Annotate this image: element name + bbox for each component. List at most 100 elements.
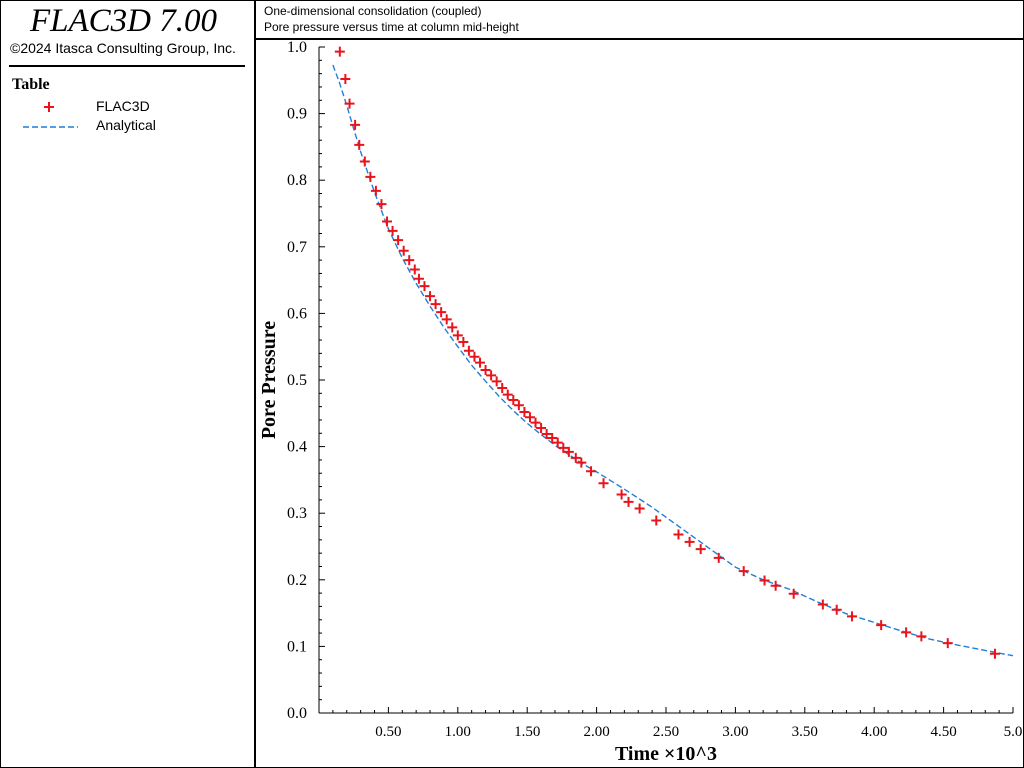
flac3d-data-point <box>831 604 842 615</box>
y-tick-label: 0.9 <box>287 106 307 123</box>
app-title: FLAC3D 7.00 <box>30 3 218 39</box>
y-tick-label: 0.2 <box>287 572 307 589</box>
flac3d-data-point <box>350 119 361 130</box>
flac3d-data-point <box>359 156 370 167</box>
y-tick-label: 0.4 <box>287 439 307 456</box>
flac3d-data-point <box>684 536 695 547</box>
flac3d-data-point <box>452 330 463 341</box>
x-tick-label: 4.00 <box>861 724 887 740</box>
flac3d-data-point <box>989 648 1000 659</box>
flac3d-data-point <box>916 631 927 642</box>
flac3d-data-point <box>616 489 627 500</box>
flac3d-data-point <box>340 73 351 84</box>
legend-label-analytical: Analytical <box>96 117 156 133</box>
y-tick-label: 0.7 <box>287 239 307 256</box>
flac3d-data-point <box>876 620 887 631</box>
dashed-line-icon <box>23 126 78 128</box>
x-tick-label: 1.50 <box>514 724 540 740</box>
copyright-text: ©2024 Itasca Consulting Group, Inc. <box>10 40 236 56</box>
flac3d-data-point <box>586 466 597 477</box>
x-tick-label: 3.00 <box>722 724 748 740</box>
x-tick-label: 2.00 <box>583 724 609 740</box>
x-tick-label: 3.50 <box>792 724 818 740</box>
flac3d-data-point <box>508 394 519 405</box>
flac3d-data-point <box>623 496 634 507</box>
flac3d-data-point <box>404 255 415 266</box>
chart-header: One-dimensional consolidation (coupled) … <box>256 0 1024 40</box>
x-tick-label: 2.50 <box>653 724 679 740</box>
legend-label-flac3d: FLAC3D <box>96 98 150 114</box>
x-tick-label: 0.50 <box>375 724 401 740</box>
title-divider <box>9 65 245 67</box>
flac3d-data-point <box>365 171 376 182</box>
flac3d-data-point <box>634 503 645 514</box>
flac3d-data-point <box>541 428 552 439</box>
y-tick-label: 0.1 <box>287 638 307 655</box>
flac3d-data-point <box>387 225 398 236</box>
flac3d-data-point <box>480 365 491 376</box>
flac3d-data-point <box>570 452 581 463</box>
flac3d-data-point <box>475 357 486 368</box>
flac3d-data-point <box>530 417 541 428</box>
flac3d-data-point <box>436 307 447 318</box>
flac3d-data-point <box>463 345 474 356</box>
flac3d-data-point <box>713 552 724 563</box>
flac3d-data-point <box>598 478 609 489</box>
flac3d-data-point <box>558 442 569 453</box>
x-tick-label: 1.00 <box>445 724 471 740</box>
flac3d-data-point <box>354 139 365 150</box>
flac3d-data-point <box>344 98 355 109</box>
y-tick-label: 0.5 <box>287 372 307 389</box>
y-tick-label: 1.0 <box>287 39 307 56</box>
flac3d-data-point <box>738 566 749 577</box>
flac3d-data-point <box>942 638 953 649</box>
legend-title: Table <box>12 76 50 93</box>
flac3d-data-point <box>413 273 424 284</box>
y-tick-label: 0.0 <box>287 705 307 722</box>
flac3d-data-point <box>497 382 508 393</box>
flac3d-data-point <box>441 314 452 325</box>
y-tick-label: 0.3 <box>287 505 307 522</box>
flac3d-data-point <box>817 599 828 610</box>
flac3d-data-point <box>651 515 662 526</box>
flac3d-data-point <box>901 627 912 638</box>
x-axis-label: Time ×10^3 <box>615 743 717 765</box>
flac3d-data-point <box>458 337 469 348</box>
y-tick-label: 0.8 <box>287 172 307 189</box>
flac3d-data-point <box>770 580 781 591</box>
flac3d-data-point <box>376 199 387 210</box>
flac3d-data-point <box>536 422 547 433</box>
flac3d-data-point <box>552 437 563 448</box>
flac3d-data-point <box>409 264 420 275</box>
flac3d-data-point <box>393 235 404 246</box>
flac3d-data-point <box>673 529 684 540</box>
flac3d-data-point <box>419 281 430 292</box>
flac3d-data-point <box>430 299 441 310</box>
flac3d-data-point <box>759 575 770 586</box>
y-tick-label: 0.6 <box>287 305 307 322</box>
flac3d-data-point <box>486 370 497 381</box>
flac3d-data-point <box>502 389 513 400</box>
x-tick-label: 5.0 <box>1004 724 1023 740</box>
flac3d-data-point <box>547 432 558 443</box>
flac3d-data-point <box>398 245 409 256</box>
x-tick-label: 4.50 <box>930 724 956 740</box>
flac3d-data-point <box>576 457 587 468</box>
flac3d-data-point <box>513 400 524 411</box>
flac3d-data-point <box>370 185 381 196</box>
chart-title-line-2: Pore pressure versus time at column mid-… <box>264 20 519 34</box>
flac3d-data-point <box>382 216 393 227</box>
flac3d-data-point <box>695 544 706 555</box>
legend-panel: FLAC3D 7.00 ©2024 Itasca Consulting Grou… <box>0 0 256 768</box>
flac3d-data-point <box>491 376 502 387</box>
flac3d-data-point <box>519 406 530 417</box>
flac3d-data-point <box>788 588 799 599</box>
flac3d-data-point <box>524 412 535 423</box>
flac3d-data-point <box>563 446 574 457</box>
flac3d-data-point <box>447 322 458 333</box>
chart-title-line-1: One-dimensional consolidation (coupled) <box>264 4 482 18</box>
plus-marker-icon <box>44 102 54 112</box>
flac3d-data-point <box>469 351 480 362</box>
flac3d-data-point <box>846 611 857 622</box>
